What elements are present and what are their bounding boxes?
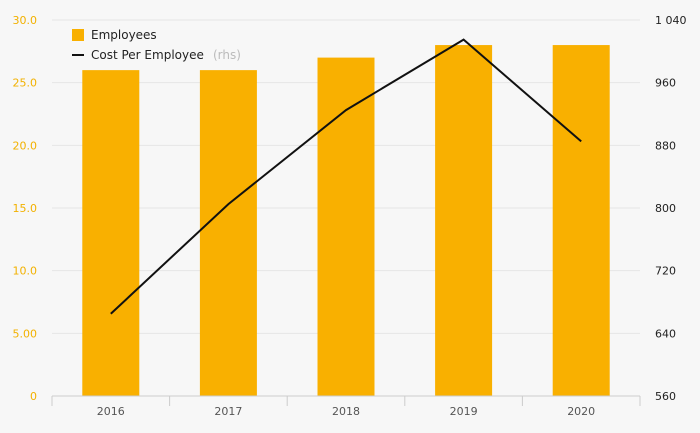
line-series-cost-per-employee	[110, 38, 582, 315]
bar-2019	[435, 45, 493, 397]
left-tick-label: 25.0	[13, 77, 38, 90]
x-tick-label: 2020	[567, 405, 595, 418]
legend-label-cost-per-employee: Cost Per Employee (rhs)	[91, 44, 241, 63]
left-tick-label: 20.0	[13, 139, 38, 152]
right-tick-label: 560	[655, 390, 676, 403]
bar-2018	[317, 57, 375, 396]
right-tick-label: 720	[655, 265, 676, 278]
right-tick-label: 800	[655, 202, 676, 215]
right-tick-label: 640	[655, 327, 676, 340]
x-tick-label: 2017	[214, 405, 242, 418]
left-axis-ticks: 0 5.00 10.0 15.0 20.0 25.0 30.0	[13, 14, 38, 403]
right-tick-label: 1 040	[655, 14, 687, 27]
right-tick-label: 880	[655, 139, 676, 152]
right-axis-ticks: 560 640 720 800 880 960 1 040	[655, 14, 687, 403]
left-tick-label: 30.0	[13, 14, 38, 27]
bar-2016	[82, 70, 140, 396]
left-tick-label: 5.00	[13, 327, 38, 340]
bar-series-employees	[82, 45, 610, 397]
legend-swatch-employees	[72, 29, 84, 41]
left-tick-label: 0	[30, 390, 37, 403]
x-tick-label: 2016	[97, 405, 125, 418]
x-axis: 2016 2017 2018 2019 2020	[51, 395, 641, 418]
right-tick-label: 960	[655, 77, 676, 90]
legend-label-rhs: (rhs)	[213, 48, 241, 62]
x-tick-label: 2018	[332, 405, 360, 418]
legend-label-employees: Employees	[91, 28, 157, 42]
left-tick-label: 15.0	[13, 202, 38, 215]
legend: Employees Cost Per Employee (rhs)	[72, 28, 241, 63]
bar-2017	[199, 70, 257, 396]
x-tick-label: 2019	[450, 405, 478, 418]
left-tick-label: 10.0	[13, 265, 38, 278]
bar-2020	[552, 45, 610, 397]
legend-label-cost-per-employee-name: Cost Per Employee	[91, 48, 204, 62]
